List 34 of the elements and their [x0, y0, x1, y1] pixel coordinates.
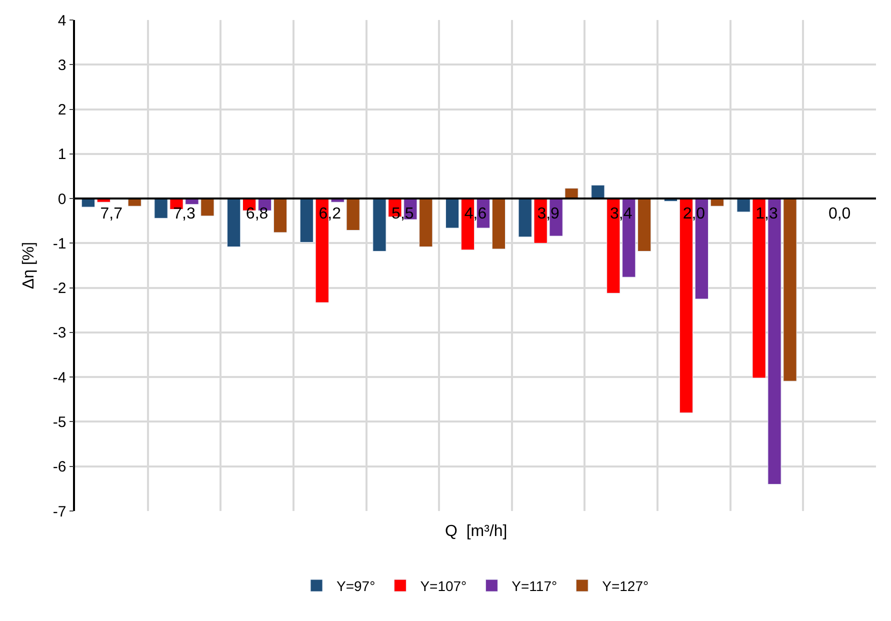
y-tick-label: -7: [52, 503, 66, 520]
x-tick-label: 3,4: [610, 205, 632, 222]
bar: [591, 184, 605, 199]
bar: [445, 198, 460, 228]
bar: [492, 198, 506, 250]
y-tick-label: 4: [58, 12, 66, 30]
legend-label: Y=127°: [602, 578, 649, 594]
y-tick-label: -1: [52, 235, 66, 252]
legend-label: Y=107°: [420, 578, 467, 594]
y-tick-label: 0: [58, 190, 66, 208]
legend-label: Y=97°: [336, 578, 376, 594]
y-tick-label: 2: [58, 102, 66, 119]
y-tick-label: -2: [52, 280, 66, 298]
y-tick-label: 1: [58, 146, 66, 164]
bar: [273, 198, 288, 233]
x-axis-title: Q [m³/h]: [445, 523, 508, 540]
x-tick-label: 2,0: [682, 205, 706, 222]
y-axis-title: Δη [%]: [20, 242, 38, 290]
x-tick-label: 7,7: [100, 205, 123, 222]
x-tick-label: 0,0: [828, 205, 851, 222]
y-tick-label: 3: [58, 56, 66, 74]
y-tick-label: -4: [52, 369, 66, 386]
bar: [227, 198, 241, 247]
x-tick-label: 6,8: [246, 205, 268, 222]
y-tick-label: -5: [52, 414, 66, 431]
y-tick-label: -6: [52, 458, 66, 476]
x-tick-label: 7,3: [173, 205, 196, 222]
x-tick-label: 4,6: [464, 205, 487, 222]
x-tick-label: 5,5: [392, 205, 414, 222]
y-tick-label: -3: [52, 324, 66, 342]
x-tick-label: 3,9: [537, 205, 560, 222]
bar: [564, 188, 578, 199]
legend-label: Y=117°: [512, 578, 558, 594]
x-tick-label: 1,3: [756, 205, 778, 222]
